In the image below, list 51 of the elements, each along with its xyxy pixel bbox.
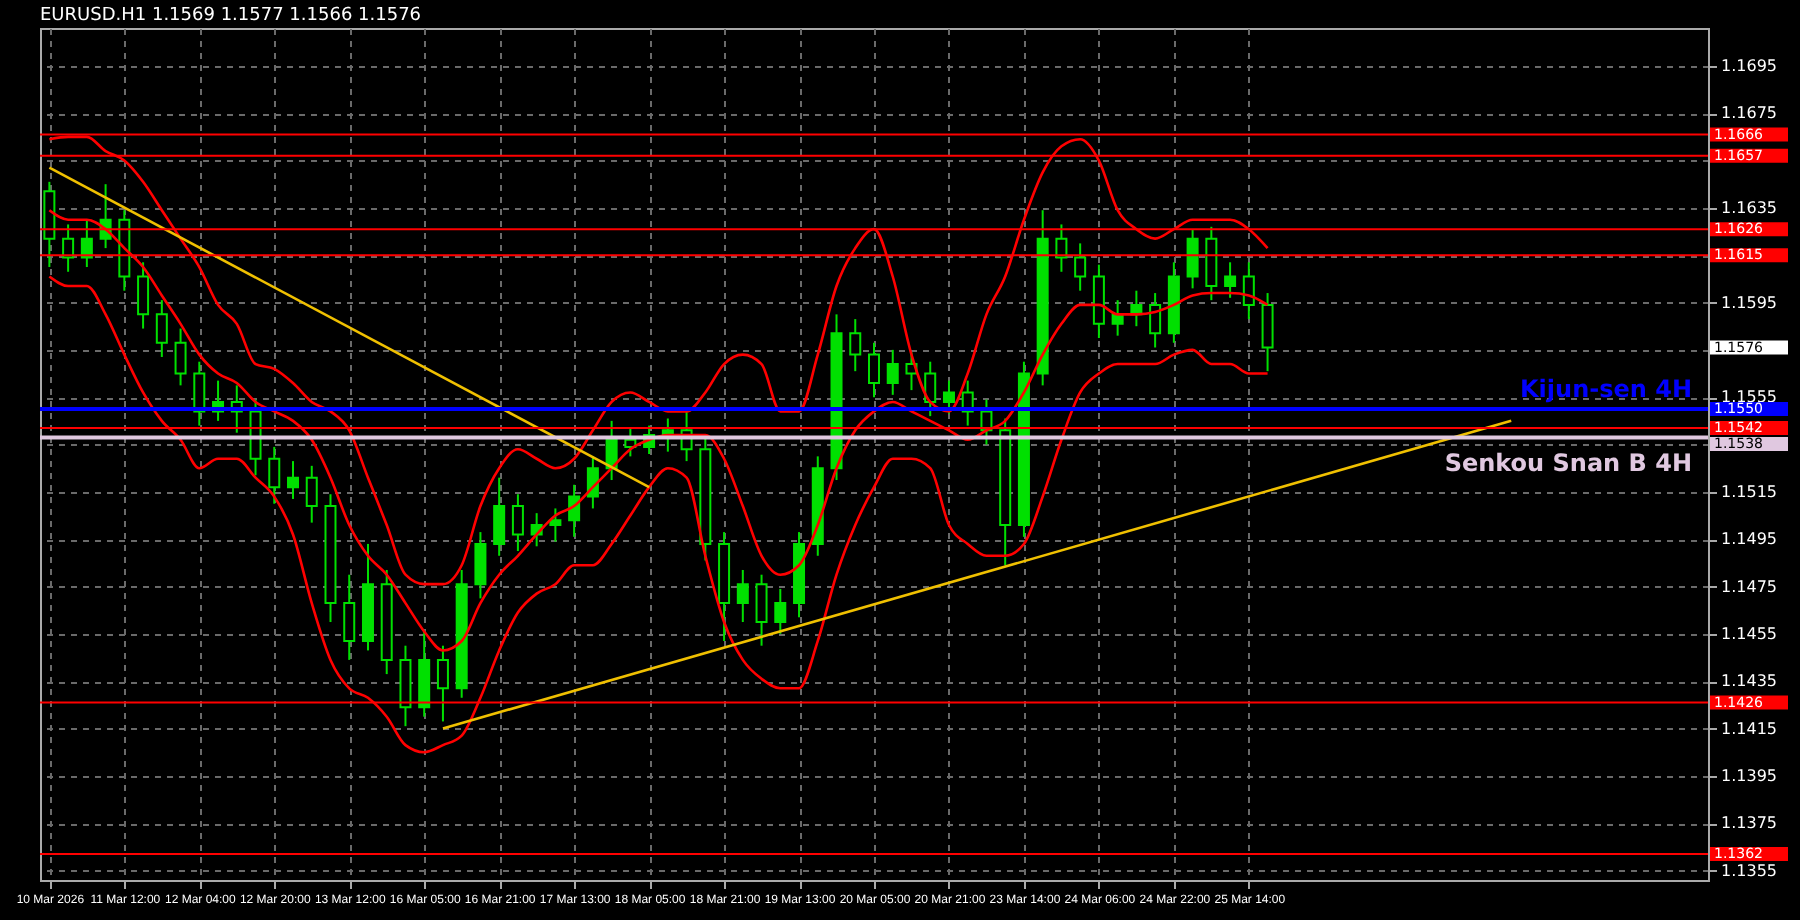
candlestick [1074, 242, 1087, 292]
chart-title: EURUSD.H1 1.1569 1.1577 1.1566 1.1576 [40, 6, 422, 26]
y-tick-label: 1.1395 [1721, 766, 1777, 785]
candlestick [80, 218, 93, 269]
candlestick [755, 573, 768, 647]
candlestick [1149, 292, 1162, 349]
candlestick [549, 507, 562, 543]
candlestick [1055, 223, 1068, 273]
candlestick [474, 531, 487, 600]
y-tick-label: 1.1595 [1721, 293, 1777, 312]
candlestick [511, 493, 524, 553]
annotation: Kijun-sen 4H [1520, 375, 1692, 404]
candlestick [493, 476, 506, 557]
candlestick [624, 426, 637, 458]
annotation: Senkou Snan B 4H [1444, 449, 1692, 478]
candlestick [1186, 228, 1199, 290]
y-tick-label: 1.1495 [1721, 530, 1777, 549]
candlestick [436, 644, 449, 723]
y-tick-label: 1.1695 [1721, 56, 1777, 75]
y-tick-label: 1.1355 [1721, 861, 1777, 880]
candlestick [287, 460, 300, 500]
y-tick-label: 1.1435 [1721, 672, 1777, 691]
candlestick [174, 327, 187, 387]
candlestick [1205, 225, 1218, 302]
candlestick [942, 379, 955, 415]
y-tick-label: 1.1675 [1721, 104, 1777, 123]
candlestick [1224, 261, 1237, 299]
candlestick [43, 180, 56, 269]
y-tick-label: 1.1415 [1721, 719, 1777, 738]
candlestick [1092, 263, 1105, 340]
y-tick-label: 1.1475 [1721, 577, 1777, 596]
candlestick [137, 261, 150, 330]
y-tick-label: 1.1455 [1721, 624, 1777, 643]
candlestick [736, 568, 749, 624]
candlestick [1242, 261, 1255, 321]
candlestick [1261, 292, 1274, 373]
candlestick [418, 630, 431, 718]
candlestick [155, 299, 168, 358]
y-tick-label: 1.1635 [1721, 198, 1777, 217]
candlestick [343, 573, 356, 661]
candlestick [774, 587, 787, 635]
candlestick [886, 348, 899, 396]
y-tick-label: 1.1515 [1721, 482, 1777, 501]
candlestick [399, 644, 412, 728]
y-tick-label: 1.1375 [1721, 814, 1777, 833]
candlestick [305, 464, 318, 524]
candlestick [586, 455, 599, 510]
candlestick [268, 445, 281, 505]
candlestick [849, 318, 862, 373]
candlestick [868, 341, 880, 399]
candlestick [62, 223, 75, 273]
